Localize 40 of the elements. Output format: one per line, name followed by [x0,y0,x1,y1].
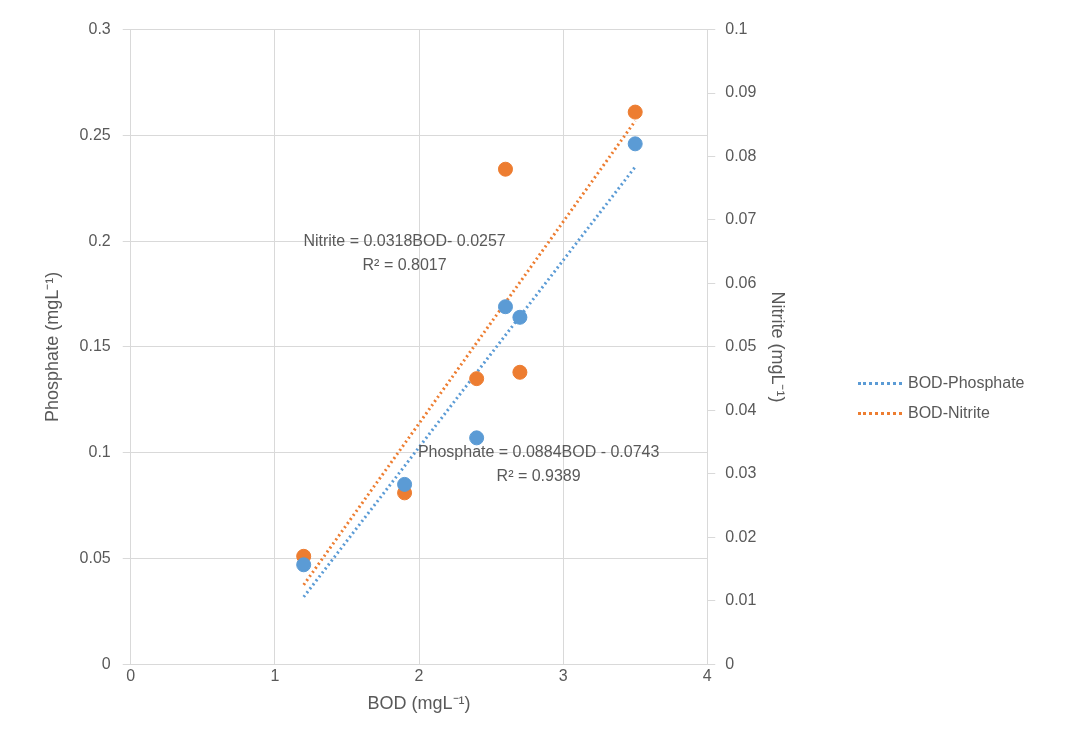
point [296,557,312,573]
y2-tick-label: 0.1 [725,20,748,38]
point [397,476,413,492]
y-tick-label: 0.2 [88,231,111,249]
y-tick-label: 0.15 [79,337,111,355]
x-tick-label: 1 [270,667,280,685]
point [512,364,528,380]
legend-label: BOD-Phosphate [908,374,1025,392]
y2-tick-label: 0.07 [725,210,757,228]
y-axis-title: Phosphate (mgL⁻¹) [41,271,62,422]
y2-tick-label: 0.05 [725,337,757,355]
y2-tick-label: 0.08 [725,146,757,164]
point [469,430,485,446]
y2-tick-label: 0.04 [725,400,757,418]
point [512,309,528,325]
annotation: Phosphate = 0.0884BOD - 0.0743 R² = 0.9389 [417,443,660,485]
y-tick-label: 0.3 [88,20,111,38]
y-tick-label: 0 [101,654,111,672]
x-tick-label: 3 [558,667,568,685]
x-tick-label: 4 [702,667,712,685]
point [627,136,643,152]
y-tick-label: 0.1 [88,443,111,461]
y2-tick-label: 0 [725,654,735,672]
y2-tick-label: 0.06 [725,273,757,291]
y2-tick-label: 0.02 [725,527,757,545]
x-axis-title: BOD (mgL⁻¹) [367,693,471,714]
point [497,161,513,177]
y-tick-label: 0.05 [79,548,111,566]
y2-tick-label: 0.03 [725,464,757,482]
point [497,299,513,315]
y-tick-label: 0.25 [79,125,111,143]
y2-tick-label: 0.01 [725,591,757,609]
x-tick-label: 2 [414,667,424,685]
point [469,371,485,387]
point [627,104,643,120]
y2-axis-title: Nitrite (mgL⁻¹) [768,291,789,403]
annotation: Nitrite = 0.0318BOD- 0.0257 R² = 0.8017 [303,231,506,273]
y2-tick-label: 0.09 [725,83,757,101]
x-tick-label: 0 [126,667,136,685]
legend-label: BOD-Nitrite [908,404,990,422]
